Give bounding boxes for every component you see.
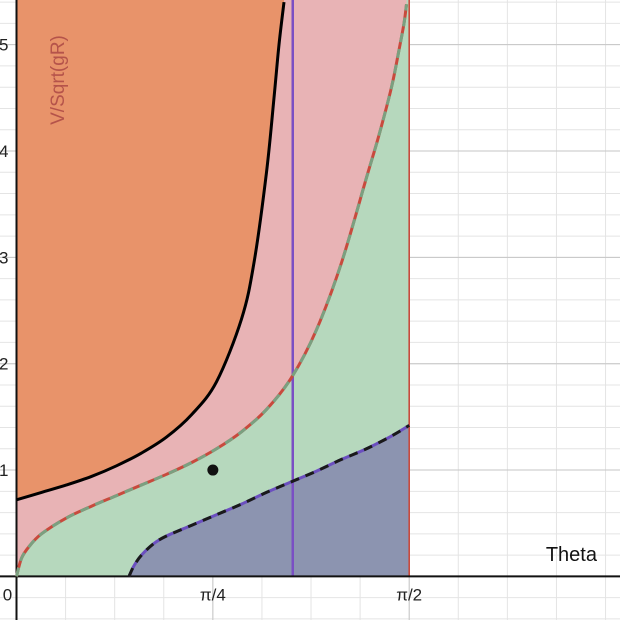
points [207, 464, 219, 476]
y-tick-label: 5 [0, 36, 9, 55]
lower-curve [127, 424, 410, 578]
x-tick-label: 0 [3, 585, 12, 604]
x-tick-label: π/4 [200, 585, 226, 604]
y-tick-label: 3 [0, 248, 9, 267]
y-tick-label: 1 [0, 461, 9, 480]
tick-labels: 0 π/4 π/2 1 2 3 4 5 [0, 36, 422, 605]
middle-curve-dash [15, 4, 408, 577]
y-tick-label: 2 [0, 355, 9, 374]
upper-curve [16, 1, 286, 502]
region-lower [16, 0, 410, 577]
region-top [16, 0, 284, 500]
region-middle [16, 0, 407, 577]
curves [15, 1, 410, 578]
y-axis-label: V/Sqrt(gR) [48, 35, 69, 125]
shaded-regions [16, 0, 410, 577]
region-bottom [129, 425, 410, 577]
y-tick-label: 4 [0, 142, 9, 161]
x-axis-label: Theta [546, 544, 598, 566]
x-tick-label: π/2 [396, 585, 422, 604]
data-point [207, 464, 219, 476]
